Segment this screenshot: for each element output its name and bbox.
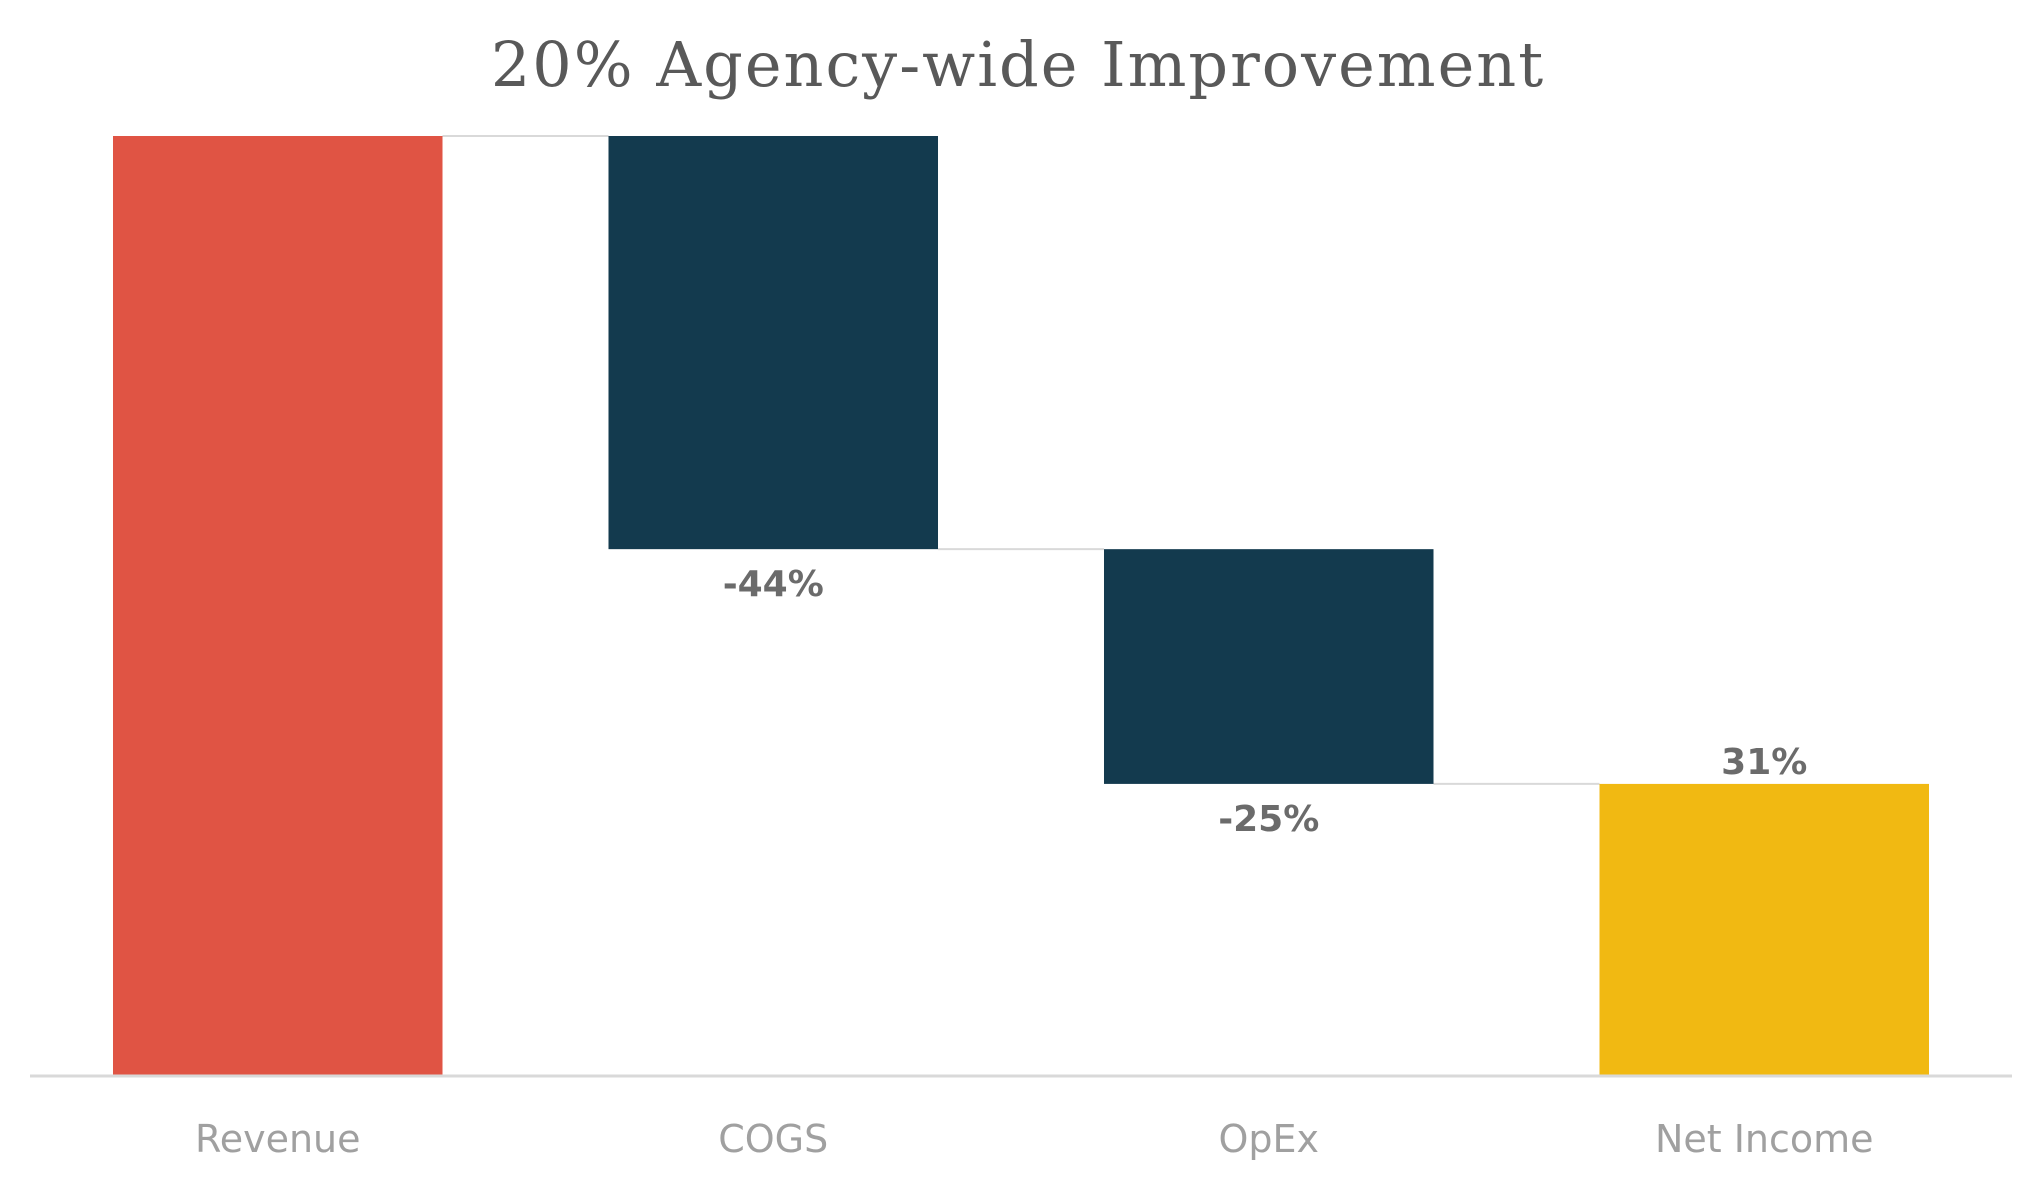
category-labels: Revenue COGS OpEx Net Income xyxy=(195,1117,1874,1161)
data-label-net-income: 31% xyxy=(1721,742,1807,783)
category-label-opex: OpEx xyxy=(1218,1117,1319,1161)
bar-revenue xyxy=(112,136,443,1075)
bars xyxy=(112,136,1930,1075)
category-label-revenue: Revenue xyxy=(195,1117,361,1161)
category-label-cogs: COGS xyxy=(718,1117,828,1161)
connector-lines xyxy=(442,135,1600,785)
data-label-opex: -25% xyxy=(1218,799,1319,840)
data-labels: -44% -25% 31% xyxy=(723,564,1808,840)
bar-net-income xyxy=(1599,783,1930,1075)
bar-opex xyxy=(1103,549,1434,784)
data-label-cogs: -44% xyxy=(723,564,824,605)
bar-cogs xyxy=(608,136,939,550)
chart-title: 20% Agency-wide Improvement xyxy=(490,28,1546,101)
category-label-net-income: Net Income xyxy=(1655,1117,1874,1161)
